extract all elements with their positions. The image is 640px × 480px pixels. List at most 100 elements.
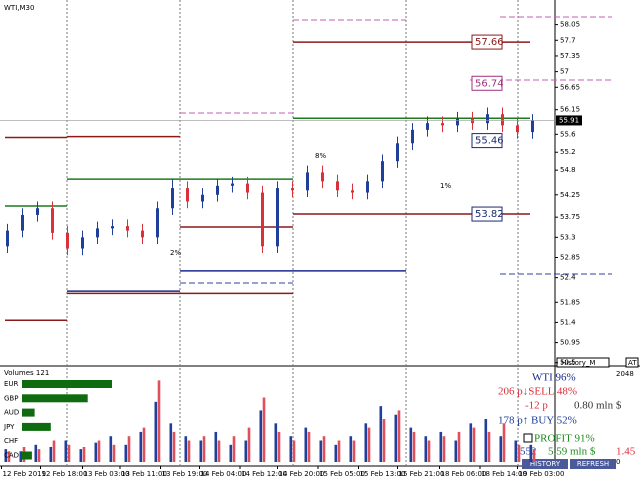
candle-body: [321, 172, 324, 182]
volume-bar: [97, 440, 101, 462]
history-button[interactable]: [522, 459, 568, 469]
volume-bar: [34, 444, 38, 462]
y-tick-label: 53.75: [560, 213, 580, 221]
volume-bar: [454, 440, 458, 462]
x-tick-label: 14 Feb 20:00: [279, 470, 325, 478]
currency-bar: [22, 451, 32, 460]
refresh-button[interactable]: [570, 459, 616, 469]
candle-body: [501, 114, 504, 126]
currency-label: GBP: [4, 394, 18, 402]
annotation: 8%: [315, 152, 326, 160]
volume-bar: [187, 440, 191, 462]
volume-bar: [124, 444, 128, 462]
volume-bar: [64, 440, 68, 462]
y-tick-label: 50.95: [560, 339, 580, 347]
volume-bar: [427, 440, 431, 462]
corner-label[interactable]: AT: [628, 359, 637, 367]
stat-buy: 178 p↑ BUY 52%: [498, 415, 577, 427]
candle-body: [231, 183, 234, 186]
currency-bar: [22, 408, 35, 417]
volume-bar: [67, 444, 71, 462]
candle-body: [201, 194, 204, 202]
volume-bar: [469, 423, 473, 462]
stat-profit: PROFIT 91%: [534, 433, 595, 445]
y-tick-label: 57.7: [560, 36, 576, 44]
candle-body: [81, 237, 84, 249]
volume-bar: [397, 410, 401, 462]
candle-body: [396, 143, 399, 162]
y-tick-label: 58.05: [560, 21, 580, 29]
history-button-label[interactable]: HISTORY: [530, 460, 561, 468]
volume-bar: [142, 427, 146, 462]
volume-bar: [262, 397, 266, 462]
candle-body: [366, 181, 369, 193]
x-tick-label: 14 Feb 04:00: [201, 470, 247, 478]
volume-bar: [307, 431, 311, 462]
x-tick-label: 19 Feb 03:00: [519, 470, 565, 478]
profit-checkbox[interactable]: [523, 433, 533, 443]
y-tick-label: 51.4: [560, 318, 576, 326]
candle-body: [471, 118, 474, 124]
x-tick-label: 15 Feb 05:00: [319, 470, 365, 478]
volume-bar: [157, 380, 161, 462]
candle-body: [441, 123, 444, 126]
candle-body: [126, 226, 129, 231]
volume-bar: [529, 444, 533, 462]
history-label[interactable]: History_M: [561, 359, 595, 367]
volume-bar: [364, 423, 368, 462]
candle-body: [411, 129, 414, 144]
volume-bar: [439, 431, 443, 462]
candle-body: [381, 161, 384, 182]
volume-bar: [289, 436, 293, 462]
y-tick-label: 55.2: [560, 148, 576, 156]
volume-bar: [127, 436, 131, 462]
currency-bar: [22, 422, 51, 431]
candle-body: [291, 188, 294, 191]
candle-body: [21, 214, 24, 231]
stat-symbol: WTI 96%: [532, 372, 576, 384]
candle-body: [36, 208, 39, 215]
volume-bar: [532, 449, 536, 462]
annotation: 1%: [440, 182, 451, 190]
y-tick-label: 57: [560, 68, 569, 76]
volume-title: Volumes 121: [4, 369, 49, 377]
current-price-box: [556, 115, 582, 126]
volume-bar: [442, 436, 446, 462]
volume-bar: [352, 440, 356, 462]
volume-bar: [487, 431, 491, 462]
currency-label: CHF: [4, 437, 18, 445]
candle-body: [51, 208, 54, 233]
volume-bar: [337, 440, 341, 462]
annotation: 2%: [170, 249, 181, 257]
volume-bar: [154, 401, 158, 462]
volume-bar: [139, 431, 143, 462]
stat-ratio: 1.45: [616, 446, 636, 458]
volume-bar: [499, 436, 503, 462]
volume-bar: [277, 431, 281, 462]
volume-bar: [244, 440, 248, 462]
volume-bar: [19, 451, 23, 462]
volume-bar: [79, 449, 83, 462]
y-tick-label: 54.25: [560, 191, 580, 199]
x-tick-label: 15 Feb 13:00: [360, 470, 406, 478]
volume-bar: [112, 444, 116, 462]
volume-bar: [52, 440, 56, 462]
candle-body: [246, 183, 249, 193]
candle-body: [336, 181, 339, 191]
volume-bar: [199, 440, 203, 462]
refresh-button-label[interactable]: REFRESH: [577, 460, 609, 468]
x-tick-label: 18 Feb 06:00: [441, 470, 487, 478]
x-tick-label: 18 Feb 14:00: [481, 470, 527, 478]
x-tick-label: 15 Feb 21:00: [399, 470, 445, 478]
price-box-label: 55.46: [475, 136, 504, 147]
corner-box[interactable]: [625, 357, 639, 368]
candle-body: [531, 120, 534, 133]
y-tick-label: 2048: [616, 370, 634, 378]
volume-bar: [37, 449, 41, 462]
volume-bar: [7, 451, 11, 462]
volume-bar: [412, 431, 416, 462]
y-tick-label: 54.8: [560, 166, 576, 174]
volume-bar: [274, 423, 278, 462]
